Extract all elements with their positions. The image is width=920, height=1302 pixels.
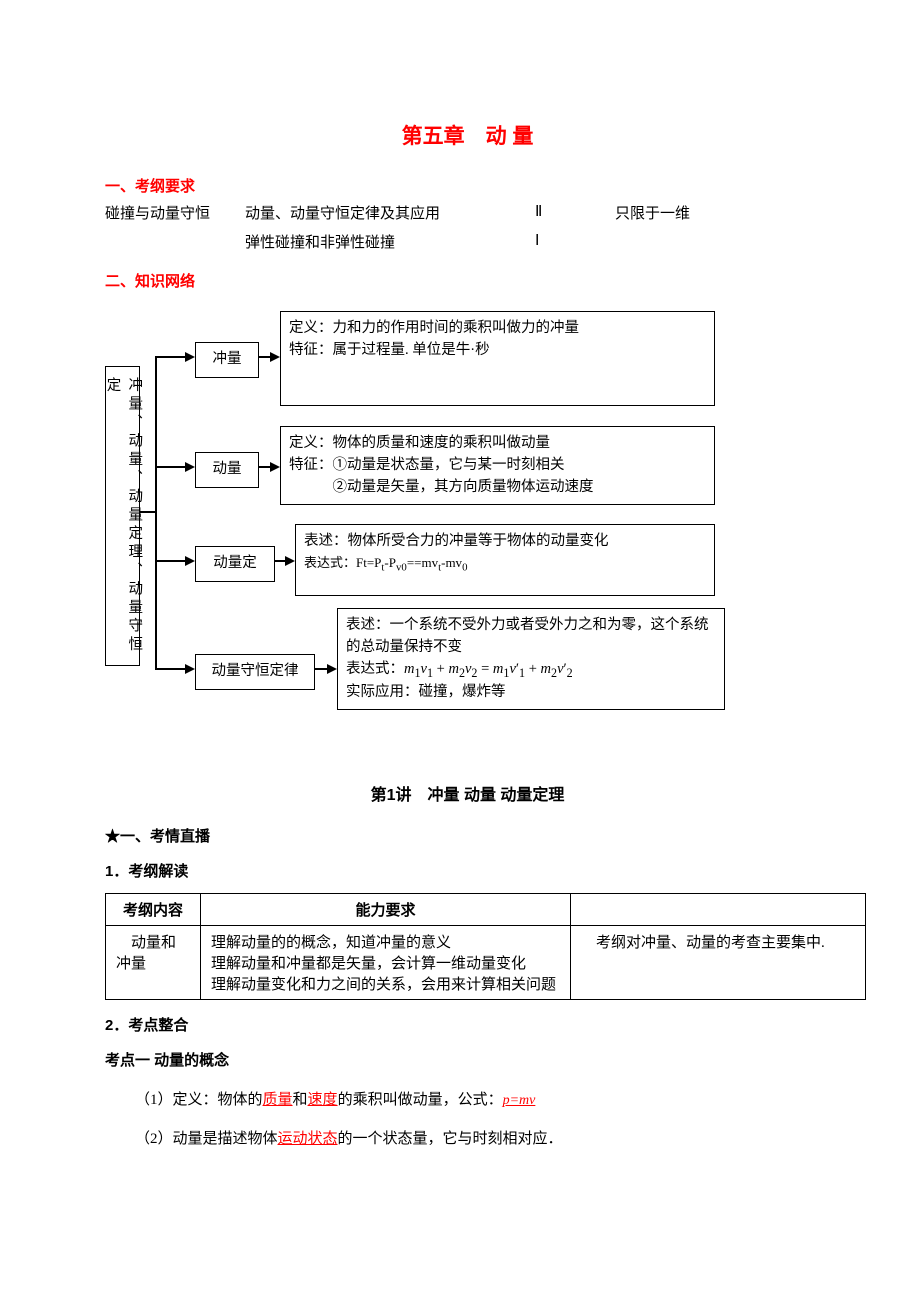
- fc-arrow-icon: [185, 664, 195, 674]
- fc-text: 定义：物体的质量和速度的乘积叫做动量: [289, 433, 706, 455]
- fc-node-1: 冲量: [195, 342, 259, 378]
- fc-text: ②动量是矢量，其方向质量物体运动速度: [289, 477, 706, 499]
- fc-node-3: 动量定: [195, 546, 275, 582]
- fc-node-4-desc: 表述：一个系统不受外力或者受外力之和为零，这个系统的总动量保持不变 表达式：m1…: [337, 608, 725, 710]
- highlight-word: 速度: [308, 1092, 338, 1108]
- section-1-heading: 一、考纲要求: [105, 175, 830, 196]
- knowledge-flowchart: 冲量、动量、动量定理、动量守恒定 冲量 定义：力和力的作用时间的乘积叫做力的冲量…: [105, 306, 745, 746]
- fc-connector: [155, 560, 187, 562]
- fc-text: 实际应用：碰撞，爆炸等: [346, 682, 716, 704]
- fc-connector: [155, 466, 187, 468]
- fc-arrow-icon: [270, 462, 280, 472]
- table-header: 能力要求: [201, 894, 571, 926]
- fc-arrow-icon: [185, 352, 195, 362]
- fc-connector: [140, 511, 157, 513]
- syllabus-row-2: 弹性碰撞和非弹性碰撞 Ⅰ: [105, 231, 830, 252]
- text: 的一个状态量，它与时刻相对应．: [338, 1131, 563, 1147]
- fc-text: 表述：物体所受合力的冲量等于物体的动量变化: [304, 531, 706, 553]
- table-cell: 动量和冲量: [106, 926, 201, 1000]
- text: 的乘积叫做动量，公式：: [338, 1092, 503, 1108]
- fc-formula-text: 表达式：m1v1 + m2v2 = m1v′1 + m2v′2: [346, 659, 716, 682]
- requirements-table: 考纲内容 能力要求 动量和冲量 理解动量的的概念，知道冲量的意义 理解动量和冲量…: [105, 893, 866, 1000]
- fc-text: 定义：力和力的作用时间的乘积叫做力的冲量: [289, 318, 706, 340]
- fc-root-box: 冲量、动量、动量定理、动量守恒定: [105, 366, 140, 666]
- fc-arrow-icon: [185, 556, 195, 566]
- syllabus-cell: [615, 231, 830, 252]
- table-cell: 理解动量的的概念，知道冲量的意义 理解动量和冲量都是矢量，会计算一维动量变化 理…: [201, 926, 571, 1000]
- syllabus-cell: 动量、动量守恒定律及其应用: [245, 202, 535, 223]
- text: （2）动量是描述物体: [135, 1131, 278, 1147]
- highlight-word: 质量: [263, 1092, 293, 1108]
- fc-text: 表述：一个系统不受外力或者受外力之和为零，这个系统的总动量保持不变: [346, 615, 716, 659]
- fc-connector: [155, 356, 187, 358]
- table-cell: 考纲对冲量、动量的考查主要集中.: [571, 926, 866, 1000]
- chapter-title: 第五章 动 量: [105, 120, 830, 150]
- sub-heading-1-2: 2．考点整合: [105, 1014, 830, 1035]
- syllabus-row-1: 碰撞与动量守恒 动量、动量守恒定律及其应用 Ⅱ 只限于一维: [105, 202, 830, 223]
- point-1-heading: 考点一 动量的概念: [105, 1049, 830, 1070]
- definition-line-1: （1）定义：物体的质量和速度的乘积叫做动量，公式：p=mv: [105, 1088, 830, 1109]
- text: 和: [293, 1092, 308, 1108]
- fc-arrow-icon: [327, 664, 337, 674]
- highlight-word: 运动状态: [278, 1131, 338, 1147]
- fc-arrow-icon: [270, 352, 280, 362]
- fc-node-2: 动量: [195, 452, 259, 488]
- text: （1）定义：物体的: [135, 1092, 263, 1108]
- syllabus-cell: Ⅱ: [535, 202, 615, 223]
- fc-arrow-icon: [285, 556, 295, 566]
- syllabus-cell: 弹性碰撞和非弹性碰撞: [245, 231, 535, 252]
- fc-node-2-desc: 定义：物体的质量和速度的乘积叫做动量 特征：①动量是状态量，它与某一时刻相关 ②…: [280, 426, 715, 505]
- fc-formula-text: 表达式：Ft=Pt-Pv0==mvt-mv0: [304, 553, 706, 576]
- fc-node-1-desc: 定义：力和力的作用时间的乘积叫做力的冲量 特征：属于过程量. 单位是牛·秒: [280, 311, 715, 406]
- sub-heading-1-1: 1．考纲解读: [105, 860, 830, 881]
- fc-node-4: 动量守恒定律: [195, 654, 315, 690]
- definition-line-2: （2）动量是描述物体运动状态的一个状态量，它与时刻相对应．: [105, 1127, 830, 1148]
- fc-connector: [155, 668, 187, 670]
- fc-arrow-icon: [185, 462, 195, 472]
- syllabus-cell: [105, 231, 245, 252]
- syllabus-cell: 只限于一维: [615, 202, 830, 223]
- syllabus-cell: Ⅰ: [535, 231, 615, 252]
- fc-text: 特征：①动量是状态量，它与某一时刻相关: [289, 455, 706, 477]
- table-header: [571, 894, 866, 926]
- section-2-heading: 二、知识网络: [105, 270, 830, 291]
- formula-text: p=mv: [503, 1093, 536, 1108]
- sub-heading-1: ★一、考情直播: [105, 825, 830, 846]
- syllabus-cell: 碰撞与动量守恒: [105, 202, 245, 223]
- fc-node-3-desc: 表述：物体所受合力的冲量等于物体的动量变化 表达式：Ft=Pt-Pv0==mvt…: [295, 524, 715, 596]
- lecture-title: 第1讲 冲量 动量 动量定理: [105, 781, 830, 805]
- fc-text: 特征：属于过程量. 单位是牛·秒: [289, 340, 706, 362]
- table-header: 考纲内容: [106, 894, 201, 926]
